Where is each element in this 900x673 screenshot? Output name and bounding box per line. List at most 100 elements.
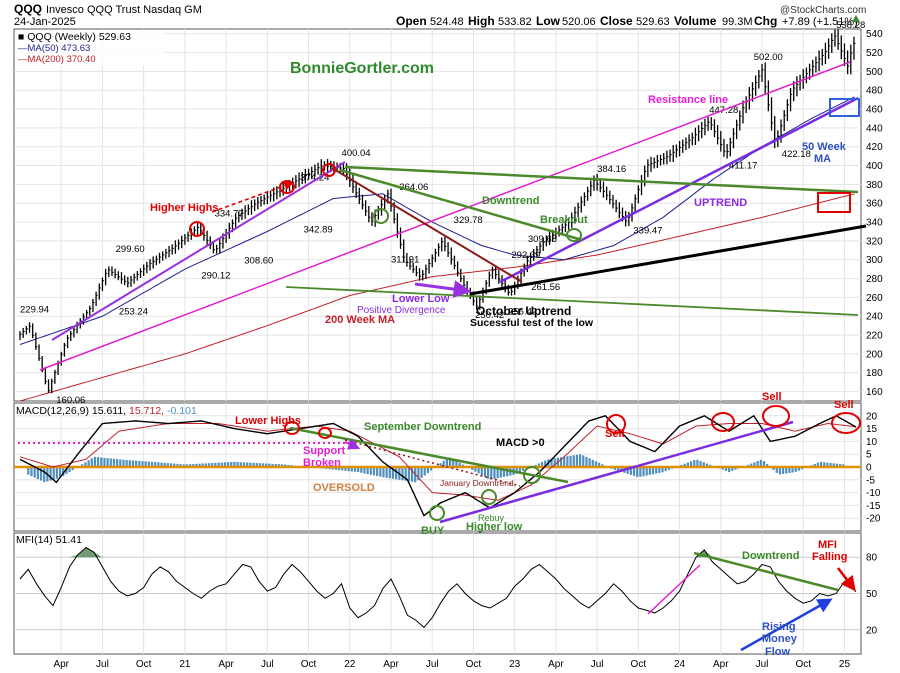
price-label: 261.56: [531, 282, 560, 293]
lower-low-arrow: [414, 280, 472, 299]
long-downtrend-line: [344, 165, 859, 194]
macd-histogram-bar: [426, 467, 429, 474]
macd-histogram-bar: [147, 461, 150, 467]
open-label: Open: [396, 14, 427, 28]
macd-histogram-bar: [90, 458, 93, 467]
macd-histogram-bar: [702, 462, 705, 467]
macd-histogram-bar: [816, 462, 820, 467]
open-value: 524.48: [430, 16, 464, 28]
macd-histogram-bar: [150, 461, 154, 467]
macd-histogram-bar: [563, 456, 566, 467]
close-label: Close: [600, 14, 633, 28]
macd-histogram-bar: [829, 462, 832, 467]
macd-histogram-bar: [683, 463, 686, 467]
brand-watermark: BonnieGortler.com: [290, 60, 434, 77]
rising-money-flow-label-2: Money: [762, 633, 798, 645]
macd-histogram-bar: [721, 467, 724, 470]
price-y-tick-label: 300: [866, 255, 883, 266]
volume-value: 99.3M: [722, 16, 753, 28]
x-tick-label: Jul: [261, 659, 274, 670]
macd-histogram-bar: [268, 463, 271, 467]
rebuy-circle: [481, 489, 497, 505]
rebuy-label: Rebuy: [478, 513, 505, 523]
macd-histogram-bar: [731, 467, 734, 471]
price-y-tick-label: 160: [866, 387, 883, 398]
lower-highs-label: Lower Highs: [235, 415, 301, 427]
macd-histogram-bar: [55, 467, 58, 479]
macd-y-tick-label: -15: [866, 501, 881, 512]
price-label: 384.16: [597, 164, 626, 175]
macd-histogram-bar: [636, 467, 639, 477]
buy-circle: [429, 505, 445, 521]
macd-histogram-bar: [277, 464, 280, 467]
price-label: 422.18: [782, 149, 811, 160]
macd-histogram-bar: [62, 467, 65, 477]
macd-histogram-bar: [518, 467, 521, 473]
macd-histogram-bar: [192, 464, 195, 467]
macd-higher-low-line: [439, 420, 794, 524]
support-broken-arrow: [344, 438, 361, 450]
macd-histogram-bar: [207, 463, 211, 467]
macd-histogram-bar: [173, 463, 176, 467]
macd-histogram-bar: [410, 467, 414, 482]
close-value: 529.63: [636, 16, 670, 28]
macd-histogram-bar: [347, 467, 350, 472]
legend-ma50-label: MA(50) 473.63: [28, 43, 91, 54]
macd-histogram-bar: [246, 462, 249, 467]
macd-histogram-bar: [756, 461, 759, 467]
macd-histogram-bar: [629, 467, 632, 475]
mfi-falling-label-1: MFI: [818, 539, 837, 551]
macd-histogram-bar: [648, 467, 651, 475]
price-label: 290.12: [201, 271, 230, 282]
price-label: 229.94: [20, 304, 49, 315]
macd-histogram-bar: [617, 467, 620, 471]
x-tick-label: Oct: [301, 659, 317, 670]
macd-histogram-bar: [734, 467, 737, 470]
price-label: 538.28: [836, 20, 865, 31]
macd-histogram-bar: [591, 459, 594, 467]
macd-y-tick-label: -20: [866, 514, 881, 525]
price-label: 311.91: [391, 255, 419, 266]
september-downtrend-label: September Downtrend: [364, 421, 481, 433]
macd-histogram-bar: [369, 467, 372, 475]
uptrend-label: UPTREND: [694, 197, 747, 209]
mfi-plot: [19, 546, 857, 629]
legend-ma200-swatch: —: [18, 54, 28, 65]
macd-histogram-bar: [544, 460, 547, 467]
macd-histogram-bar: [490, 467, 493, 480]
symbol: QQQ: [14, 2, 42, 16]
macd-histogram-bar: [471, 467, 474, 470]
macd-histogram-bar: [696, 459, 699, 467]
sell-circle-4: [831, 412, 861, 434]
macd-histogram-bar: [280, 464, 284, 467]
macd-histogram-bar: [30, 467, 33, 477]
macd-histogram-bar: [87, 460, 90, 467]
higher-low-label: Higher low: [466, 521, 523, 533]
macd-y-tick-label: -5: [866, 475, 875, 486]
macd-histogram-bar: [182, 464, 185, 467]
upper-channel-line: [51, 161, 346, 341]
lower-low-label: Lower Low: [392, 293, 450, 305]
macd-histogram-bar: [655, 467, 658, 474]
low-value: 520.06: [562, 16, 596, 28]
price-y-tick-label: 220: [866, 331, 883, 342]
macd-histogram-bar: [138, 460, 141, 467]
macd-histogram-bar: [766, 464, 769, 467]
ma50-label-2: MA: [814, 153, 831, 165]
oversold-label: OVERSOLD: [313, 482, 375, 494]
macd-histogram-bar: [658, 467, 661, 473]
macd-histogram-bar: [826, 462, 829, 467]
ma50-label-1: 50 Week: [802, 141, 847, 153]
macd-histogram-bar: [775, 467, 778, 473]
macd-histogram-bar: [588, 458, 591, 467]
annotation-overlay: [18, 61, 867, 652]
price-y-tick-label: 280: [866, 274, 883, 285]
chg-value: +7.89 (+1.51%): [782, 16, 858, 28]
axis-ticks: Apr Jul Oct 21 Apr Jul Oct 22 Apr Jul Oct 23 Apr Jul O…: [53, 29, 883, 670]
price-label: 256.42: [508, 306, 537, 317]
macd-histogram-bar: [645, 467, 648, 476]
x-tick-label: 25: [839, 659, 851, 670]
mfi-y-tick-label: 50: [866, 589, 878, 600]
macd-cross-circle: [523, 466, 541, 484]
macd-histogram-bar: [613, 467, 617, 470]
